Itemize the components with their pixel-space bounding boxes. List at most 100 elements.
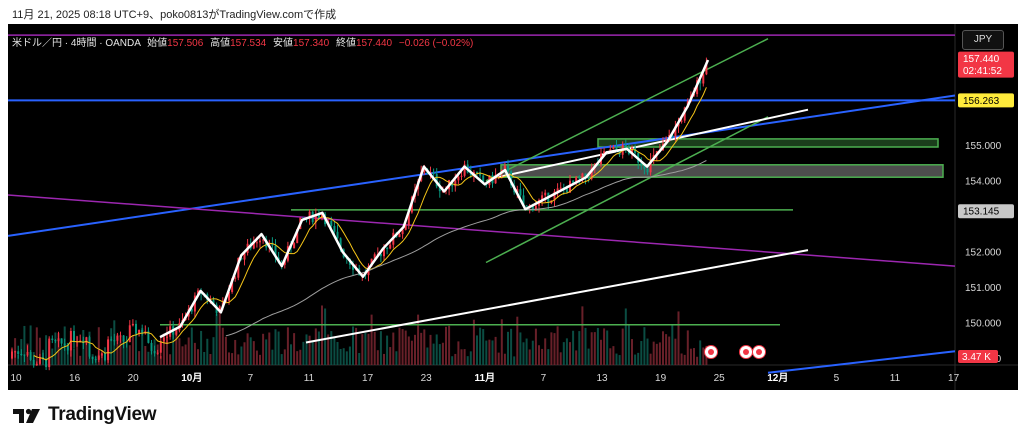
blue-trend-line[interactable] [8, 94, 956, 237]
volume-bar [237, 354, 240, 365]
moving-averages [33, 87, 707, 361]
volume-bar [54, 332, 57, 365]
candle [702, 74, 705, 84]
volume-bar [376, 350, 379, 365]
candle [640, 162, 643, 166]
volume-bar [110, 328, 113, 365]
volume-bar [649, 353, 652, 365]
candle [271, 242, 274, 246]
time-tick-label: 10月 [181, 372, 202, 384]
candle [88, 337, 91, 357]
volume-bar [615, 353, 618, 365]
volume-bar [652, 341, 655, 365]
volume-bar [631, 339, 633, 365]
volume-bar [488, 339, 491, 365]
volume-bar [503, 353, 506, 365]
candle [494, 175, 497, 184]
candle [317, 214, 320, 218]
candle [237, 258, 240, 278]
time-tick-label: 25 [714, 373, 726, 384]
volume-bar [634, 354, 637, 365]
volume-bar [29, 325, 32, 365]
candle [131, 323, 134, 326]
candle [293, 243, 296, 249]
volume-bar [370, 314, 373, 365]
candle [296, 229, 299, 244]
volume-bar [203, 351, 206, 365]
volume-bar [348, 346, 351, 365]
candle [401, 229, 404, 235]
volume-bar [482, 329, 485, 365]
volume-bar [373, 331, 376, 365]
white-support-trendline[interactable] [305, 249, 809, 344]
candle [370, 258, 373, 267]
white-resistance-trendline[interactable] [497, 108, 809, 179]
candle [404, 225, 407, 230]
candle [516, 189, 519, 193]
volume-bar [404, 330, 407, 365]
zigzag-path-line[interactable] [159, 59, 710, 339]
candle [587, 178, 590, 180]
volume-bar [352, 326, 354, 365]
candle [336, 231, 339, 239]
candle [373, 254, 376, 259]
candle [274, 245, 277, 258]
tradingview-logo-text: TradingView [48, 404, 157, 425]
resistance-zone-lower[interactable] [500, 164, 944, 178]
candle [104, 353, 106, 361]
volume-bar [221, 327, 224, 365]
candle [73, 331, 75, 342]
candle [581, 173, 584, 179]
volume-bar [187, 337, 190, 365]
candle [193, 295, 196, 312]
volume-bar [193, 342, 196, 365]
volume-bar [429, 334, 432, 365]
tradingview-logo[interactable]: TradingView [12, 404, 157, 426]
volume-bar [240, 346, 243, 365]
candle [584, 173, 587, 179]
purple-trend-line[interactable] [8, 194, 956, 267]
volume-bar [516, 316, 519, 365]
close-value: 157.440 [355, 38, 393, 49]
candle [26, 352, 29, 356]
volume-bar [243, 342, 246, 365]
candle [541, 195, 544, 200]
volume-bar [677, 311, 680, 365]
candle [339, 238, 342, 250]
candle [138, 329, 141, 334]
volume-bar [525, 338, 528, 365]
candle [35, 363, 38, 366]
blue-lower-trend-line[interactable] [767, 350, 956, 374]
level-tag-153 [958, 204, 1014, 219]
channel-lower-line[interactable] [485, 116, 769, 264]
symbol-title[interactable]: 米ドル／円 · 4時間 · OANDA [12, 38, 141, 49]
candle [321, 214, 323, 218]
volume-bar [600, 339, 602, 365]
volume-bar [321, 305, 323, 365]
currency-button[interactable]: JPY [962, 30, 1004, 50]
volume-bar [497, 352, 500, 365]
candle [32, 359, 35, 366]
volume-bar [702, 347, 705, 365]
volume-bar [658, 342, 661, 365]
volume-bar [128, 345, 131, 365]
volume-bar [367, 333, 370, 365]
resistance-zone-upper[interactable] [597, 138, 939, 148]
candle [212, 300, 215, 305]
low-label: 安値 [273, 38, 294, 49]
volume-bar [587, 348, 590, 365]
price-chart[interactable]: 158.000155.000154.000152.000151.000150.0… [8, 24, 1018, 390]
candle [190, 308, 193, 312]
candle [38, 357, 41, 364]
open-label: 始値 [147, 38, 168, 49]
chart-area[interactable]: 158.000155.000154.000152.000151.000150.0… [8, 24, 1018, 390]
channel-upper-line[interactable] [485, 38, 769, 182]
volume-bar [454, 353, 457, 365]
volume-bar [584, 327, 587, 365]
candle [128, 325, 131, 342]
time-tick-label: 5 [834, 373, 840, 384]
volume-bar [277, 331, 280, 365]
candle [283, 260, 286, 265]
volume-bar [116, 334, 119, 365]
volume-bar [603, 328, 606, 365]
